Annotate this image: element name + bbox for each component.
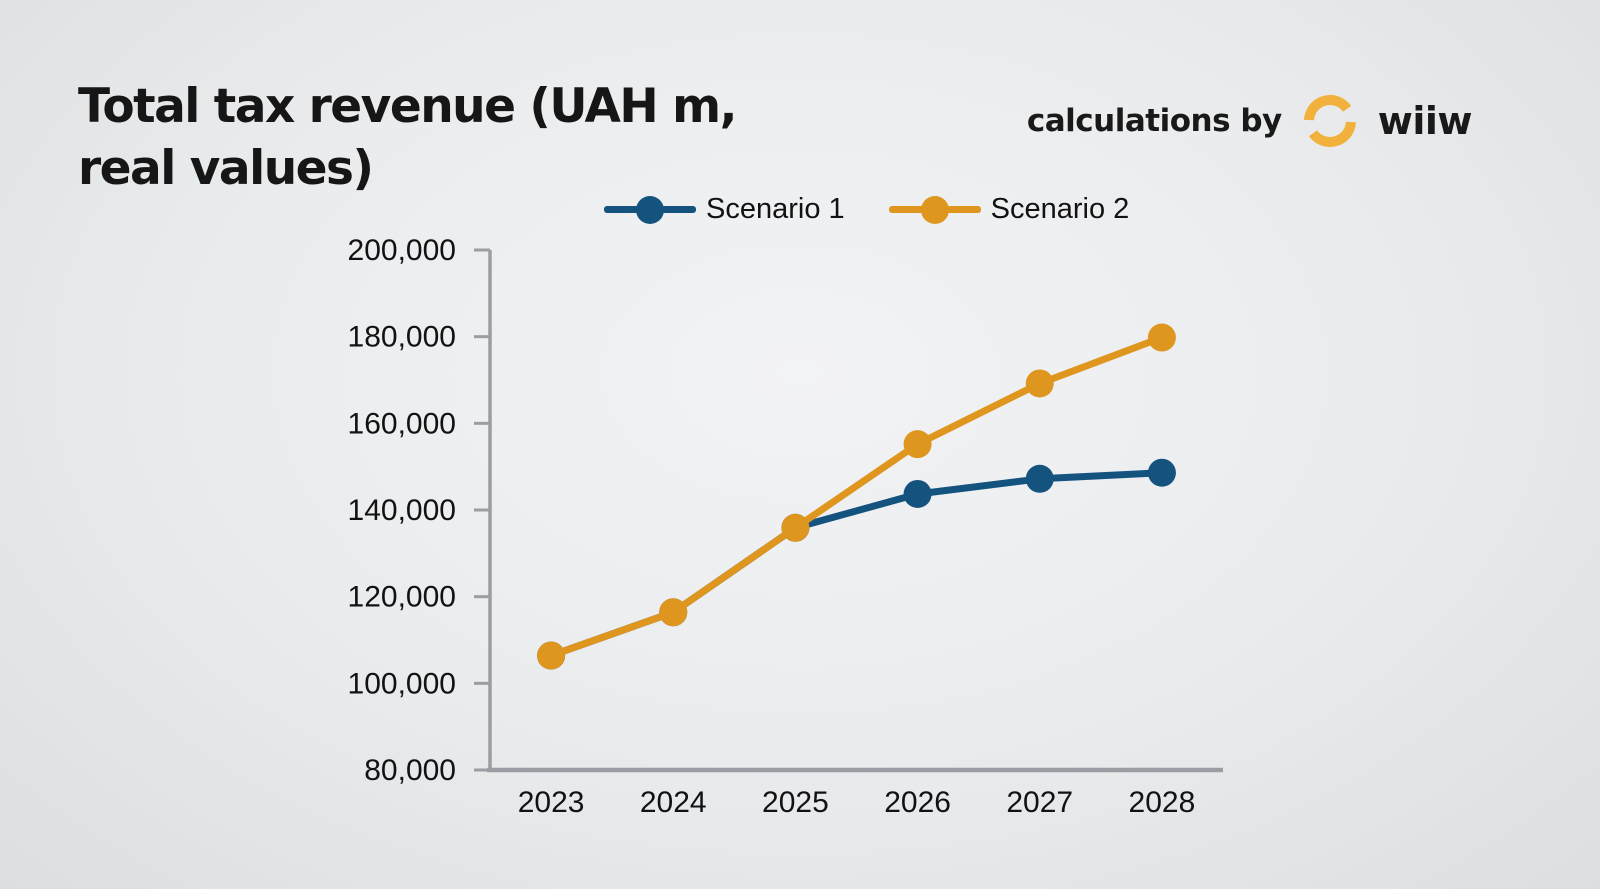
legend-label-scenario-2: Scenario 2 <box>990 193 1130 225</box>
attribution-text: calculations by <box>1026 103 1282 139</box>
y-tick-label: 180,000 <box>348 321 456 354</box>
data-point-scenario-1-2028 <box>1147 458 1176 487</box>
chart-legend: Scenario 1 Scenario 2 <box>604 193 1129 226</box>
chart-series <box>537 323 1176 670</box>
data-point-scenario-2-2026 <box>903 430 932 459</box>
data-point-scenario-2-2028 <box>1147 323 1176 352</box>
series-line <box>547 469 1166 660</box>
x-tick-label: 2027 <box>1006 786 1073 819</box>
legend-item-scenario-2: Scenario 2 <box>888 193 1130 226</box>
y-tick-label: 200,000 <box>348 234 456 267</box>
data-point-scenario-1-2027 <box>1025 464 1054 493</box>
x-tick-label: 2024 <box>640 786 707 819</box>
scenario-1-swatch-icon <box>604 195 696 224</box>
x-tick-label: 2023 <box>518 786 585 819</box>
x-tick-label: 2026 <box>884 786 951 819</box>
y-tick-label: 160,000 <box>348 407 456 440</box>
scenario-2-swatch-icon <box>888 195 981 224</box>
legend-label-scenario-1: Scenario 1 <box>706 193 845 225</box>
y-tick-label: 140,000 <box>348 494 456 527</box>
data-point-scenario-1-2026 <box>903 479 932 508</box>
y-tick-label: 80,000 <box>364 754 456 787</box>
y-tick-label: 120,000 <box>348 581 456 614</box>
attribution: calculations by wiiw <box>1026 92 1473 150</box>
x-tick-label: 2025 <box>762 786 829 819</box>
data-point-scenario-2-2027 <box>1025 369 1054 398</box>
chart-title: Total tax revenue (UAH m, real values) <box>78 79 737 196</box>
series-scenario-2 <box>537 323 1176 670</box>
data-point-scenario-2-2024 <box>659 598 688 627</box>
data-point-scenario-2-2025 <box>781 513 810 542</box>
wiiw-logo-icon <box>1302 92 1358 150</box>
series-line <box>547 334 1166 660</box>
x-tick-label: 2028 <box>1129 786 1196 819</box>
data-point-scenario-2-2023 <box>537 641 566 670</box>
brand-name: wiiw <box>1377 99 1473 143</box>
series-scenario-1 <box>537 458 1176 670</box>
legend-item-scenario-1: Scenario 1 <box>604 193 845 226</box>
y-tick-label: 100,000 <box>348 667 456 700</box>
chart-axes: 80,000 100,000 120,000 140,000 160,000 180,00… <box>348 234 1223 819</box>
